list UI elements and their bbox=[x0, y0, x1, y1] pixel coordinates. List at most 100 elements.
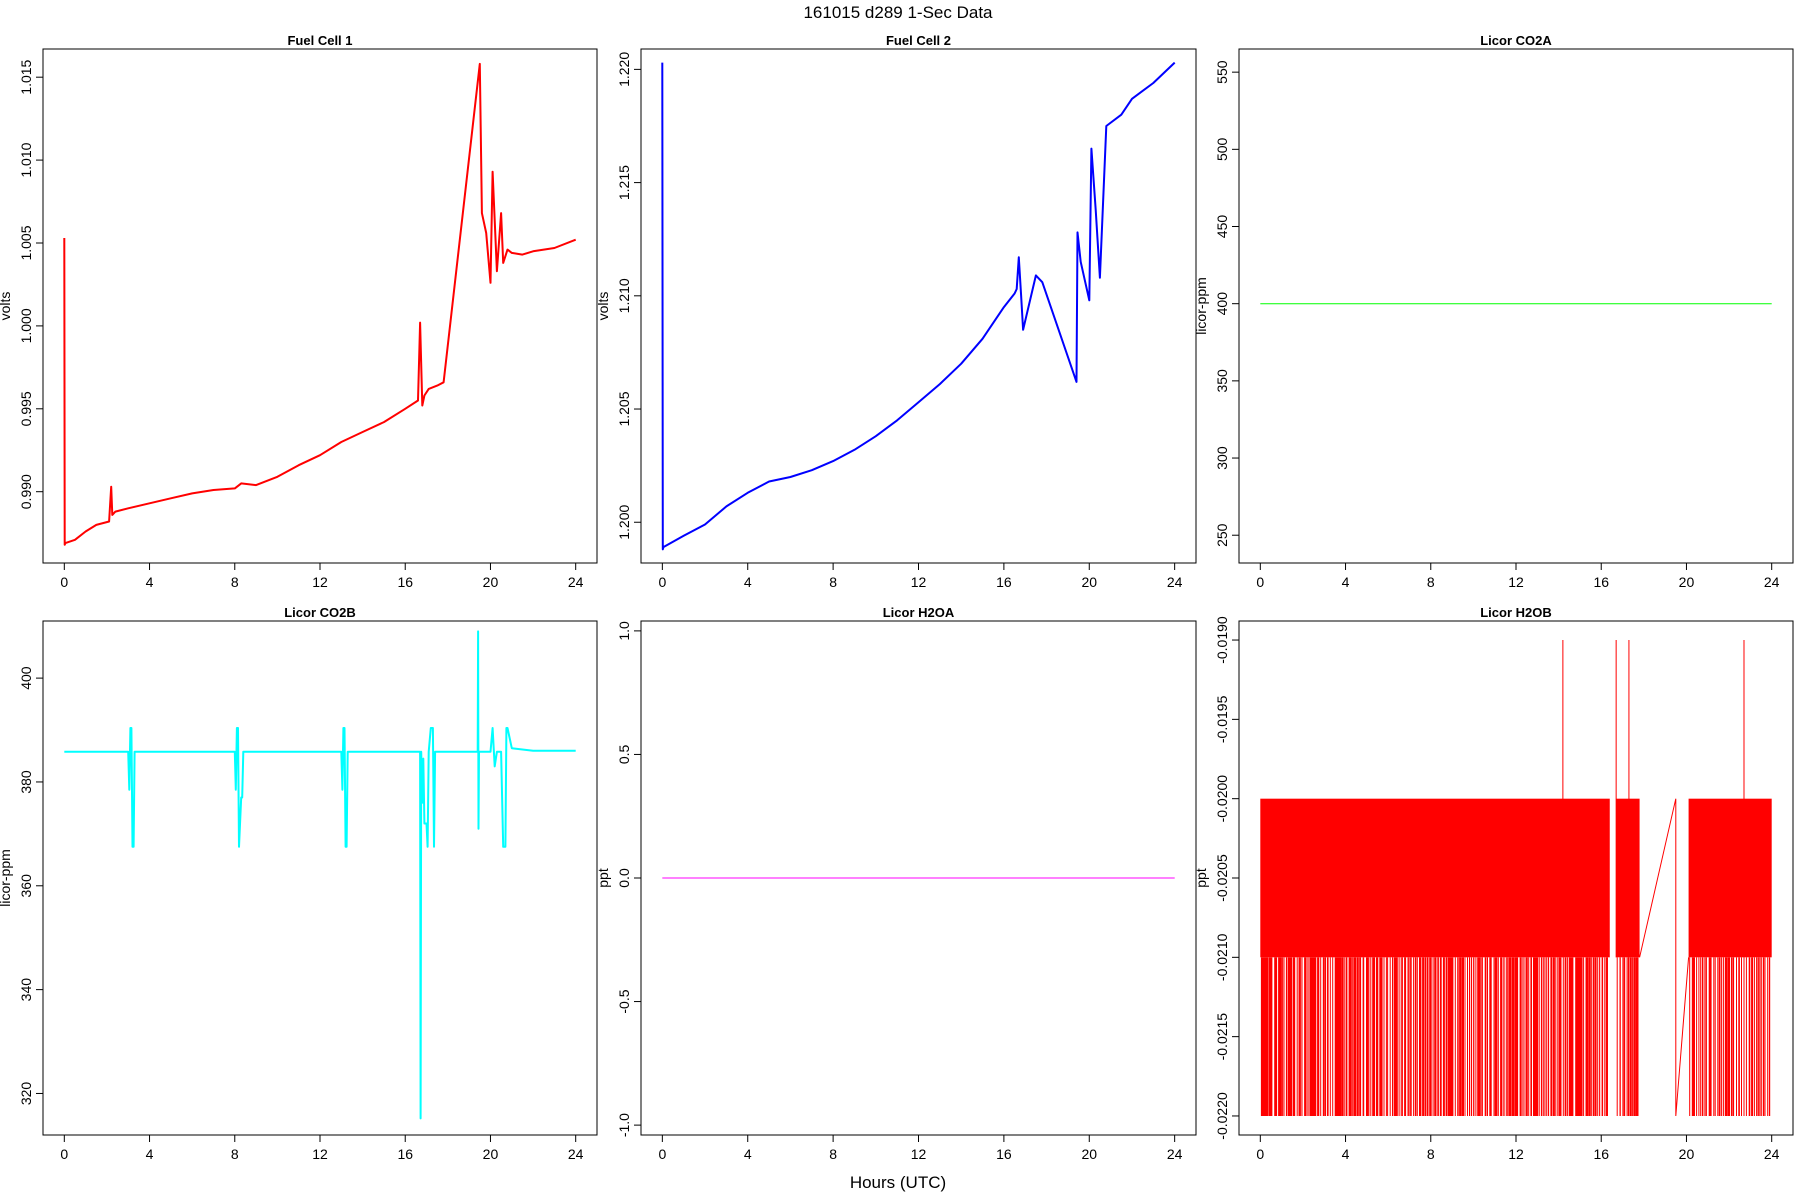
y-tick-label: 1.010 bbox=[18, 142, 34, 177]
y-tick-label: 0.0 bbox=[616, 868, 632, 888]
y-tick-label: -0.0210 bbox=[1214, 933, 1230, 981]
x-tick-label: 0 bbox=[658, 574, 666, 590]
y-tick-label: 0.995 bbox=[18, 391, 34, 426]
x-axis-label: Hours (UTC) bbox=[850, 1173, 946, 1192]
y-axis-label: licor-ppm bbox=[0, 849, 13, 907]
y-tick-label: -0.0220 bbox=[1214, 1092, 1230, 1140]
x-tick-label: 24 bbox=[1167, 574, 1183, 590]
x-tick-label: 12 bbox=[911, 574, 927, 590]
y-tick-label: 1.220 bbox=[616, 52, 632, 87]
y-tick-label: 1.200 bbox=[616, 505, 632, 540]
data-band bbox=[1688, 798, 1772, 958]
x-tick-label: 20 bbox=[483, 1146, 499, 1162]
x-tick-label: 0 bbox=[60, 1146, 68, 1162]
chart-panel: Licor H2OA ppt 0 4 8 12 16 20 24 -1.0 -0.5 0.0 0.5 1.… bbox=[595, 605, 1197, 1162]
x-tick-label: 0 bbox=[1256, 574, 1264, 590]
x-tick-label: 16 bbox=[996, 574, 1012, 590]
x-tick-label: 8 bbox=[231, 574, 239, 590]
y-tick-label: 300 bbox=[1214, 446, 1230, 470]
panel-title: Fuel Cell 1 bbox=[287, 33, 352, 48]
y-tick-label: 400 bbox=[18, 666, 34, 690]
x-tick-label: 8 bbox=[829, 574, 837, 590]
x-tick-label: 16 bbox=[1593, 574, 1609, 590]
y-tick-label: -0.0190 bbox=[1214, 616, 1230, 664]
y-tick-label: 450 bbox=[1214, 215, 1230, 239]
x-tick-label: 20 bbox=[1081, 574, 1097, 590]
x-tick-label: 16 bbox=[996, 1146, 1012, 1162]
x-tick-label: 12 bbox=[1508, 574, 1524, 590]
x-tick-label: 12 bbox=[1508, 1146, 1524, 1162]
panel-title: Licor H2OB bbox=[1480, 605, 1552, 620]
y-tick-label: -0.0200 bbox=[1214, 775, 1230, 823]
x-tick-label: 8 bbox=[1427, 1146, 1435, 1162]
x-tick-label: 0 bbox=[658, 1146, 666, 1162]
data-series bbox=[63, 62, 577, 546]
x-tick-label: 20 bbox=[483, 574, 499, 590]
x-tick-label: 16 bbox=[397, 1146, 413, 1162]
x-tick-label: 4 bbox=[744, 1146, 752, 1162]
data-spikes-low bbox=[1260, 957, 1771, 1116]
x-tick-label: 8 bbox=[829, 1146, 837, 1162]
x-tick-label: 24 bbox=[568, 574, 584, 590]
x-tick-label: 24 bbox=[1167, 1146, 1183, 1162]
chart-panel: Fuel Cell 1 volts 0 4 8 12 16 20 24 0.990 0.995 1.0… bbox=[0, 33, 598, 590]
y-tick-label: 1.005 bbox=[18, 225, 34, 260]
x-tick-label: 4 bbox=[1342, 1146, 1350, 1162]
y-axis-label: ppt bbox=[1193, 868, 1209, 888]
y-axis-label: volts bbox=[0, 292, 13, 321]
x-tick-label: 20 bbox=[1679, 574, 1695, 590]
data-series bbox=[1639, 798, 1690, 1117]
x-tick-label: 24 bbox=[568, 1146, 584, 1162]
y-tick-label: 320 bbox=[18, 1082, 34, 1106]
x-tick-label: 20 bbox=[1081, 1146, 1097, 1162]
data-band bbox=[1260, 798, 1610, 958]
x-tick-label: 24 bbox=[1764, 574, 1780, 590]
chart-panel: Licor H2OB ppt 0 4 8 12 16 20 24 -0.0220 -0.0215 -0… bbox=[1193, 605, 1794, 1162]
y-tick-label: 1.015 bbox=[18, 59, 34, 94]
x-tick-label: 16 bbox=[1593, 1146, 1609, 1162]
y-tick-label: 350 bbox=[1214, 369, 1230, 393]
chart-panel: Licor CO2B licor-ppm 0 4 8 12 16 20 24 320 340 360 3… bbox=[0, 605, 598, 1162]
plot-frame bbox=[640, 48, 1197, 564]
data-band bbox=[1616, 798, 1640, 958]
x-tick-label: 8 bbox=[231, 1146, 239, 1162]
y-tick-label: 1.210 bbox=[616, 278, 632, 313]
figure-title: 161015 d289 1-Sec Data bbox=[803, 3, 993, 22]
chart-panel: Fuel Cell 2 volts 0 4 8 12 16 20 24 1.200 1.205 1.2… bbox=[595, 33, 1197, 590]
y-tick-label: 1.205 bbox=[616, 391, 632, 426]
plot-frame bbox=[1238, 48, 1794, 564]
x-tick-label: 24 bbox=[1764, 1146, 1780, 1162]
y-axis-label: ppt bbox=[595, 868, 611, 888]
panel-title: Licor H2OA bbox=[883, 605, 955, 620]
plot-frame bbox=[42, 48, 598, 564]
y-tick-label: 0.5 bbox=[616, 745, 632, 765]
y-tick-label: 500 bbox=[1214, 137, 1230, 161]
x-tick-label: 4 bbox=[146, 1146, 154, 1162]
y-tick-label: -0.0215 bbox=[1214, 1013, 1230, 1061]
y-tick-label: 1.000 bbox=[18, 308, 34, 343]
x-tick-label: 4 bbox=[146, 574, 154, 590]
panel-title: Fuel Cell 2 bbox=[886, 33, 951, 48]
data-series bbox=[64, 630, 576, 1120]
chart-panel: Licor CO2A licor-ppm 0 4 8 12 16 20 24 250 300 350 4… bbox=[1193, 33, 1794, 590]
x-tick-label: 4 bbox=[744, 574, 752, 590]
x-tick-label: 8 bbox=[1427, 574, 1435, 590]
y-tick-label: 340 bbox=[18, 978, 34, 1002]
x-tick-label: 4 bbox=[1342, 574, 1350, 590]
y-axis-label: volts bbox=[595, 292, 611, 321]
x-tick-label: 12 bbox=[911, 1146, 927, 1162]
plot-frame bbox=[42, 620, 598, 1136]
x-tick-label: 20 bbox=[1679, 1146, 1695, 1162]
panels: Fuel Cell 1 volts 0 4 8 12 16 20 24 0.990 0.995 1.0… bbox=[0, 33, 1794, 1162]
x-tick-label: 12 bbox=[312, 574, 328, 590]
y-tick-label: -0.0205 bbox=[1214, 854, 1230, 902]
y-axis-label: licor-ppm bbox=[1193, 277, 1209, 335]
plot-frame bbox=[640, 620, 1197, 1136]
y-tick-label: 250 bbox=[1214, 523, 1230, 547]
x-tick-label: 0 bbox=[1256, 1146, 1264, 1162]
panel-title: Licor CO2B bbox=[284, 605, 356, 620]
x-tick-label: 16 bbox=[397, 574, 413, 590]
y-tick-label: 1.0 bbox=[616, 621, 632, 641]
y-tick-label: -1.0 bbox=[616, 1113, 632, 1137]
